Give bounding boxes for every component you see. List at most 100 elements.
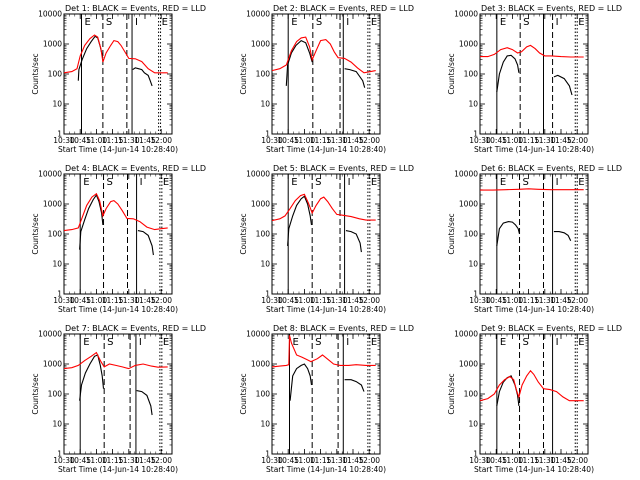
series-events-line bbox=[496, 54, 573, 96]
x-tick-label: 10:30 bbox=[53, 296, 75, 305]
x-tick-label: 11:45 bbox=[134, 456, 156, 465]
y-tick-label: 10 bbox=[260, 100, 270, 109]
interval-tag: E bbox=[578, 177, 584, 188]
x-tick-label: 11:30 bbox=[534, 136, 556, 145]
y-tick-label: 1000 bbox=[43, 360, 62, 369]
y-tick-label: 1 bbox=[57, 450, 62, 459]
panel-det-3: Det 3: BLACK = Events, RED = LLD 1 10 100 10… bbox=[447, 4, 622, 154]
plot-frame bbox=[479, 13, 589, 135]
y-tick-label: 100 bbox=[256, 230, 271, 239]
x-tick-label: 11:15 bbox=[102, 456, 124, 465]
panel-title: Det 2: BLACK = Events, RED = LLD bbox=[273, 4, 414, 13]
y-tick-label: 1 bbox=[473, 290, 478, 299]
y-tick-label: 10 bbox=[52, 260, 62, 269]
x-tick-label: 12:00 bbox=[566, 136, 588, 145]
panel-det-8: Det 8: BLACK = Events, RED = LLD 1 10 100 10… bbox=[239, 324, 414, 474]
y-tick-label: 1 bbox=[265, 290, 270, 299]
y-tick-label: 1000 bbox=[251, 360, 270, 369]
interval-tag: E bbox=[83, 337, 89, 348]
x-tick-label: 10:30 bbox=[469, 456, 491, 465]
x-tick-label: 11:30 bbox=[326, 296, 348, 305]
interval-tag: E bbox=[500, 177, 506, 188]
x-tick-label: 11:15 bbox=[310, 136, 332, 145]
y-tick-label: 10 bbox=[260, 260, 270, 269]
panel-title: Det 5: BLACK = Events, RED = LLD bbox=[273, 164, 414, 173]
x-tick-label: 10:45 bbox=[277, 136, 299, 145]
x-tick-label: 12:00 bbox=[358, 296, 380, 305]
y-axis-label: Counts/sec bbox=[447, 373, 456, 414]
panel-title: Det 4: BLACK = Events, RED = LLD bbox=[65, 164, 206, 173]
y-tick-label: 100 bbox=[48, 230, 63, 239]
interval-tag: S bbox=[106, 17, 112, 28]
panel-det-1: Det 1: BLACK = Events, RED = LLD 1 10 100 10… bbox=[31, 4, 206, 154]
y-tick-label: 10 bbox=[468, 100, 478, 109]
interval-tag: I bbox=[135, 17, 138, 28]
panel-det-4: Det 4: BLACK = Events, RED = LLD 1 10 100 10… bbox=[31, 164, 206, 314]
y-tick-label: 1000 bbox=[459, 360, 478, 369]
x-tick-label: 11:00 bbox=[294, 296, 316, 305]
y-axis-label: Counts/sec bbox=[31, 213, 40, 254]
y-axis-label: Counts/sec bbox=[447, 53, 456, 94]
series-lld-line bbox=[271, 36, 376, 74]
x-axis-label: Start Time (14-Jun-14 10:28:40) bbox=[266, 145, 386, 154]
y-tick-label: 1000 bbox=[459, 200, 478, 209]
y-tick-label: 1000 bbox=[43, 200, 62, 209]
y-tick-label: 10 bbox=[468, 260, 478, 269]
x-tick-label: 12:00 bbox=[358, 456, 380, 465]
x-axis-label: Start Time (14-Jun-14 10:28:40) bbox=[474, 465, 594, 474]
series-events-line bbox=[496, 375, 520, 406]
x-tick-label: 10:30 bbox=[261, 136, 283, 145]
x-tick-label: 10:45 bbox=[69, 296, 91, 305]
interval-tag: E bbox=[84, 17, 90, 28]
x-tick-label: 10:30 bbox=[53, 456, 75, 465]
interval-tag: E bbox=[500, 17, 506, 28]
x-tick-label: 10:30 bbox=[261, 456, 283, 465]
interval-tag: E bbox=[83, 177, 89, 188]
x-tick-label: 10:45 bbox=[69, 456, 91, 465]
panel-title: Det 1: BLACK = Events, RED = LLD bbox=[65, 4, 206, 13]
y-tick-label: 1000 bbox=[459, 40, 478, 49]
x-axis-label: Start Time (14-Jun-14 10:28:40) bbox=[474, 305, 594, 314]
interval-tag: S bbox=[107, 337, 113, 348]
x-tick-label: 11:00 bbox=[294, 456, 316, 465]
y-axis-label: Counts/sec bbox=[31, 53, 40, 94]
series-lld-line bbox=[271, 335, 376, 368]
x-tick-label: 12:00 bbox=[150, 456, 172, 465]
interval-tag: S bbox=[107, 177, 113, 188]
series-lld-line bbox=[63, 34, 168, 74]
y-tick-label: 10000 bbox=[454, 10, 478, 19]
x-tick-label: 12:00 bbox=[150, 296, 172, 305]
interval-tag: S bbox=[315, 177, 321, 188]
interval-tag: E bbox=[292, 337, 298, 348]
x-tick-label: 10:45 bbox=[485, 456, 507, 465]
x-tick-label: 11:00 bbox=[86, 136, 108, 145]
x-tick-label: 11:15 bbox=[518, 136, 540, 145]
interval-tag: E bbox=[578, 17, 584, 28]
x-tick-label: 12:00 bbox=[150, 136, 172, 145]
plot-frame bbox=[479, 173, 589, 295]
series-events-line bbox=[287, 195, 362, 253]
x-tick-label: 10:45 bbox=[485, 296, 507, 305]
interval-tag: E bbox=[500, 337, 506, 348]
x-tick-label: 11:30 bbox=[118, 296, 140, 305]
interval-tag: E bbox=[163, 337, 169, 348]
y-tick-label: 1 bbox=[57, 290, 62, 299]
y-tick-label: 10000 bbox=[38, 10, 62, 19]
series-lld-line bbox=[480, 188, 584, 191]
interval-tag: E bbox=[371, 177, 377, 188]
interval-tag: E bbox=[371, 337, 377, 348]
series-events-line bbox=[79, 193, 154, 256]
x-tick-label: 11:00 bbox=[86, 296, 108, 305]
interval-tag: E bbox=[291, 17, 297, 28]
y-tick-label: 100 bbox=[48, 390, 63, 399]
y-tick-label: 10 bbox=[52, 100, 62, 109]
x-tick-label: 10:30 bbox=[469, 296, 491, 305]
interval-tag: S bbox=[523, 177, 529, 188]
plot-frame bbox=[479, 333, 589, 455]
interval-tag: I bbox=[556, 177, 559, 188]
x-tick-label: 11:45 bbox=[342, 296, 364, 305]
x-tick-label: 12:00 bbox=[566, 296, 588, 305]
plot-frame bbox=[63, 13, 173, 135]
x-tick-label: 11:15 bbox=[102, 296, 124, 305]
